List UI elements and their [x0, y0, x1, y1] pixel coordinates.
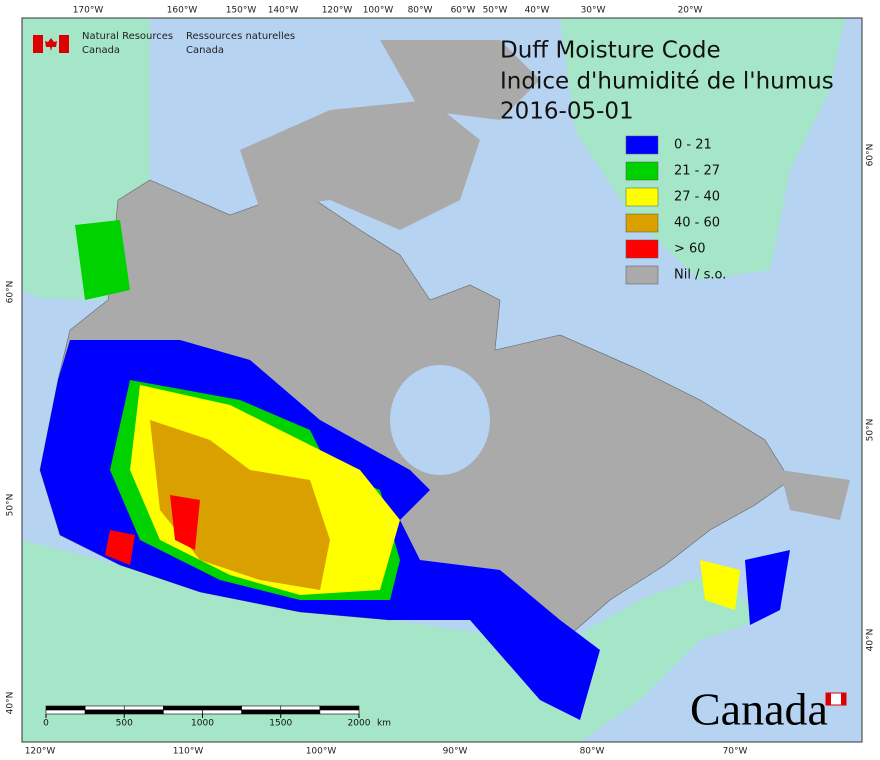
legend-swatch: [625, 239, 659, 259]
scale-segment: [202, 705, 242, 711]
scale-label: 500: [116, 719, 133, 729]
scale-segment: [163, 709, 203, 715]
legend: 0 - 21 21 - 27 27 - 40 40 - 60 > 60 Nil / s.o…: [625, 135, 726, 285]
scale-segment: [163, 705, 203, 711]
dmc-ns: [745, 550, 790, 625]
title: Duff Moisture Code: [500, 38, 721, 64]
scale-label: 0: [43, 719, 49, 729]
dmc-extreme: [105, 495, 200, 565]
graticule-label: 60°N: [866, 144, 876, 167]
hudson-bay: [390, 365, 490, 475]
graticule-labels: 170°W 160°W 150°W 140°W 120°W 100°W 80°W 60°W 50…: [6, 6, 876, 757]
graticule-label: 100°W: [306, 747, 337, 757]
legend-swatch: [625, 213, 659, 233]
graticule-label: 170°W: [73, 6, 104, 16]
flag-bar: [826, 693, 831, 705]
scale-segment: [45, 705, 86, 711]
graticule-label: 60°W: [451, 6, 476, 16]
graticule-label: 140°W: [268, 6, 299, 16]
scale-segment: [202, 709, 242, 715]
scale-segment: [84, 705, 125, 711]
scale-segment: [241, 705, 282, 711]
org-en: Canada: [82, 45, 120, 56]
graticule-label: 150°W: [226, 6, 257, 16]
legend-label: Nil / s.o.: [674, 268, 726, 283]
org-en: Natural Resources: [82, 31, 173, 42]
scale-segment: [319, 705, 360, 711]
legend-label: 27 - 40: [674, 190, 720, 205]
logo: Natural Resources Canada Ressources natu…: [33, 31, 295, 56]
scale-segment: [45, 709, 86, 715]
scale-bar: 0 500 1000 1500 2000 km: [43, 705, 391, 729]
graticule-label: 50°N: [6, 494, 16, 517]
flag-bar: [841, 693, 846, 705]
org-fr: Canada: [186, 45, 224, 56]
legend-swatch: [625, 161, 659, 181]
dmc-overlay: [40, 220, 790, 720]
flag-bar: [59, 35, 69, 53]
graticule-label: 50°N: [866, 419, 876, 442]
ellesmere: [380, 40, 540, 120]
legend-label: > 60: [674, 242, 706, 257]
scale-segment: [84, 709, 125, 715]
scale-segment: [280, 705, 321, 711]
dmc-maritimes: [700, 560, 740, 610]
legend-swatch: [625, 187, 659, 207]
frame: [21, 17, 863, 743]
flag-bar: [33, 35, 43, 53]
scale-segment: [319, 709, 360, 715]
legend-swatch: [625, 135, 659, 155]
graticule-label: 20°W: [678, 6, 703, 16]
graticule-label: 120°W: [25, 747, 56, 757]
graticule-label: 160°W: [167, 6, 198, 16]
graticule-label: 70°W: [723, 747, 748, 757]
arctic-islands: [240, 100, 480, 230]
graticule-label: 80°W: [580, 747, 605, 757]
graticule-label: 40°W: [525, 6, 550, 16]
dmc-alaska: [75, 220, 130, 300]
title: 2016-05-01: [500, 99, 634, 125]
scale-segment: [123, 705, 164, 711]
legend-swatch: [625, 265, 659, 285]
legend-label: 40 - 60: [674, 216, 720, 231]
scale-segment: [241, 709, 282, 715]
scale-segment: [280, 709, 321, 715]
scale-label: 2000: [348, 719, 371, 729]
wordmark-text: Canada: [690, 684, 828, 735]
scale-label: 1000: [191, 719, 214, 729]
graticule-label: 60°N: [6, 281, 16, 304]
graticule-label: 50°W: [483, 6, 508, 16]
graticule-label: 100°W: [363, 6, 394, 16]
graticule-label: 40°N: [6, 692, 16, 715]
scale-unit: km: [377, 719, 391, 729]
graticule-label: 110°W: [173, 747, 204, 757]
scale-label: 1500: [269, 719, 292, 729]
newfoundland: [780, 470, 850, 520]
graticule-label: 30°W: [581, 6, 606, 16]
graticule-label: 80°W: [408, 6, 433, 16]
legend-label: 21 - 27: [674, 164, 720, 179]
org-fr: Ressources naturelles: [186, 31, 295, 42]
graticule-label: 120°W: [322, 6, 353, 16]
legend-label: 0 - 21: [674, 138, 712, 153]
wordmark: Canada: [690, 684, 847, 735]
graticule-label: 40°N: [866, 629, 876, 652]
alaska: [22, 18, 150, 300]
scale-segment: [123, 709, 164, 715]
title: Indice d'humidité de l'humus: [500, 69, 834, 95]
graticule-label: 90°W: [443, 747, 468, 757]
maple-leaf: [45, 38, 57, 51]
